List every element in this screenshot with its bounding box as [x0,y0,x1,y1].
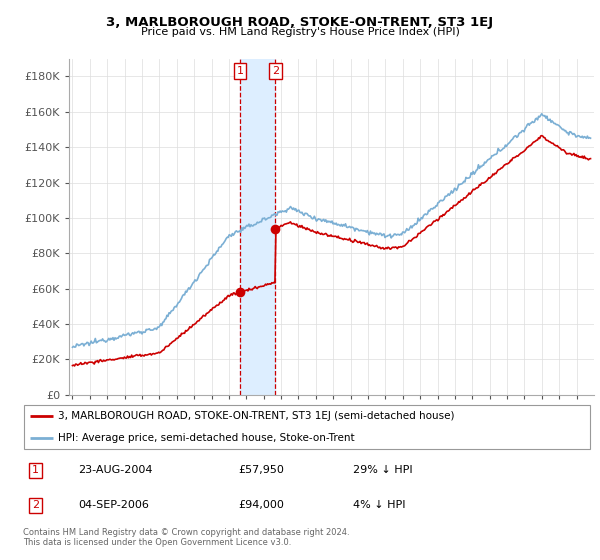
Text: 3, MARLBOROUGH ROAD, STOKE-ON-TRENT, ST3 1EJ: 3, MARLBOROUGH ROAD, STOKE-ON-TRENT, ST3… [106,16,494,29]
FancyBboxPatch shape [24,405,590,449]
Text: 1: 1 [236,66,244,76]
Text: HPI: Average price, semi-detached house, Stoke-on-Trent: HPI: Average price, semi-detached house,… [58,433,355,443]
Text: Price paid vs. HM Land Registry's House Price Index (HPI): Price paid vs. HM Land Registry's House … [140,27,460,37]
Text: 1: 1 [32,465,39,475]
Bar [240,59,275,395]
Text: 4% ↓ HPI: 4% ↓ HPI [353,501,406,510]
Text: 04-SEP-2006: 04-SEP-2006 [79,501,149,510]
Text: 2: 2 [32,501,39,510]
Text: 3, MARLBOROUGH ROAD, STOKE-ON-TRENT, ST3 1EJ (semi-detached house): 3, MARLBOROUGH ROAD, STOKE-ON-TRENT, ST3… [58,411,455,421]
Text: 23-AUG-2004: 23-AUG-2004 [79,465,153,475]
Text: 29% ↓ HPI: 29% ↓ HPI [353,465,413,475]
Text: £57,950: £57,950 [239,465,284,475]
Text: Contains HM Land Registry data © Crown copyright and database right 2024.
This d: Contains HM Land Registry data © Crown c… [23,528,349,547]
Text: £94,000: £94,000 [239,501,284,510]
Text: 2: 2 [272,66,279,76]
